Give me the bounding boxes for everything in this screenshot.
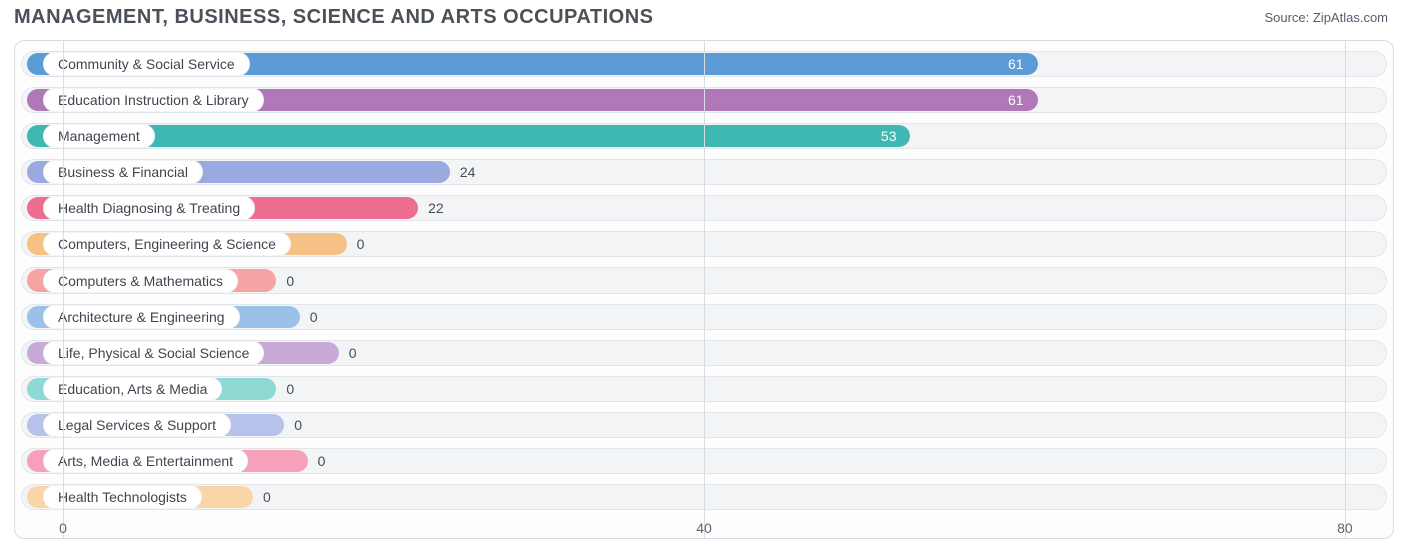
value-label: 0 <box>286 381 294 397</box>
plot-area: Community & Social Service 61 Education In… <box>14 40 1394 539</box>
value-label: 0 <box>318 453 326 469</box>
value-label: 0 <box>263 489 271 505</box>
category-label: Business & Financial <box>43 160 203 184</box>
value-label: 61 <box>1008 56 1024 72</box>
gridline <box>1345 41 1346 538</box>
value-label: 0 <box>349 345 357 361</box>
category-label: Arts, Media & Entertainment <box>43 449 248 473</box>
gridline <box>63 41 64 538</box>
value-label: 24 <box>460 164 476 180</box>
chart-title: MANAGEMENT, BUSINESS, SCIENCE AND ARTS O… <box>14 6 653 29</box>
chart-source: Source: ZipAtlas.com <box>1264 10 1388 25</box>
category-label: Computers, Engineering & Science <box>43 232 291 256</box>
value-label: 0 <box>286 273 294 289</box>
category-label: Management <box>43 124 155 148</box>
value-label: 61 <box>1008 92 1024 108</box>
category-label: Life, Physical & Social Science <box>43 341 264 365</box>
category-label: Education, Arts & Media <box>43 377 222 401</box>
x-axis-tick-label: 40 <box>696 520 712 536</box>
value-label: 0 <box>357 236 365 252</box>
category-label: Health Diagnosing & Treating <box>43 196 255 220</box>
value-label: 0 <box>310 309 318 325</box>
x-axis-tick-label: 80 <box>1337 520 1353 536</box>
category-label: Health Technologists <box>43 485 202 509</box>
bar <box>27 125 910 147</box>
category-label: Community & Social Service <box>43 52 250 76</box>
value-label: 22 <box>428 200 444 216</box>
category-label: Computers & Mathematics <box>43 269 238 293</box>
x-axis-tick-label: 0 <box>59 520 67 536</box>
chart-container: MANAGEMENT, BUSINESS, SCIENCE AND ARTS O… <box>0 0 1406 559</box>
category-label: Legal Services & Support <box>43 413 231 437</box>
gridline <box>704 41 705 538</box>
value-label: 53 <box>881 128 897 144</box>
category-label: Architecture & Engineering <box>43 305 240 329</box>
category-label: Education Instruction & Library <box>43 88 264 112</box>
value-label: 0 <box>294 417 302 433</box>
